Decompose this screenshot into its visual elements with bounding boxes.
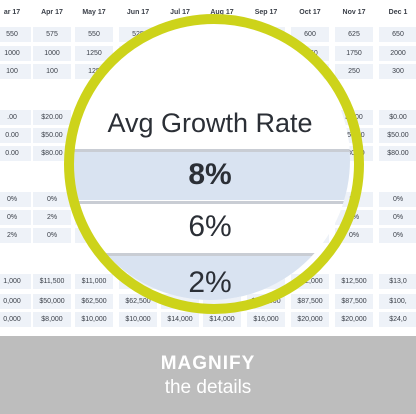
- table-cell[interactable]: $14,000: [203, 312, 241, 327]
- table-cell[interactable]: $100,: [379, 294, 416, 309]
- month-header: Nov 17: [342, 9, 366, 16]
- magnifier-divider: [70, 201, 350, 204]
- month-header: Oct 17: [299, 9, 321, 16]
- table-cell[interactable]: $13,0: [379, 274, 416, 289]
- table-cell[interactable]: $50.00: [379, 128, 416, 143]
- table-cell[interactable]: $20,000: [335, 312, 373, 327]
- table-cell[interactable]: $50,000: [33, 294, 71, 309]
- month-header: Jun 17: [126, 9, 150, 16]
- table-cell[interactable]: 2%: [0, 228, 31, 243]
- table-cell[interactable]: $10,000: [119, 312, 157, 327]
- magnifier-row-1: [70, 152, 350, 200]
- table-cell[interactable]: $80.00: [379, 146, 416, 161]
- table-cell[interactable]: 0,000: [0, 294, 31, 309]
- table-cell[interactable]: 0%: [0, 210, 31, 225]
- month-header-row: ar 17 Apr 17 May 17 Jun 17 Jul 17 Aug 17 Sep 1…: [0, 0, 416, 26]
- table-cell[interactable]: $80.00: [33, 146, 71, 161]
- table-cell[interactable]: $10,000: [75, 312, 113, 327]
- table-cell[interactable]: 0%: [379, 210, 416, 225]
- table-cell[interactable]: 100: [0, 64, 31, 79]
- table-cell[interactable]: 1,000: [0, 274, 31, 289]
- table-cell[interactable]: 0%: [0, 192, 31, 207]
- magnifier-title: Avg Growth Rate: [107, 108, 313, 138]
- table-cell[interactable]: $11,500: [33, 274, 71, 289]
- table-cell[interactable]: 550: [0, 27, 31, 42]
- table-cell[interactable]: $20.00: [33, 110, 71, 125]
- magnifier-divider: [70, 149, 350, 152]
- month-header: Aug 17: [210, 9, 234, 16]
- magnifier-row-3: [70, 256, 350, 300]
- table-cell[interactable]: 2%: [33, 210, 71, 225]
- table-cell[interactable]: 0%: [379, 192, 416, 207]
- table-cell[interactable]: 0,000: [0, 312, 31, 327]
- table-cell[interactable]: 0%: [379, 228, 416, 243]
- table-cell[interactable]: 2000: [379, 46, 416, 61]
- table-cell[interactable]: 0.00: [0, 146, 31, 161]
- magnifier-title-band: [70, 20, 350, 150]
- magnifier-value-2: 6%: [188, 210, 232, 243]
- month-header: Apr 17: [41, 9, 63, 16]
- month-header: Dec 1: [388, 9, 408, 16]
- table-cell[interactable]: $50.00: [33, 128, 71, 143]
- table-cell[interactable]: $16,000: [247, 312, 285, 327]
- table-cell[interactable]: $24,0: [379, 312, 416, 327]
- magnifier-value-1: 8%: [188, 158, 232, 191]
- magnifier-value-3: 2%: [188, 266, 232, 299]
- table-cell[interactable]: 650: [379, 27, 416, 42]
- month-header: May 17: [82, 9, 106, 16]
- table-cell[interactable]: 0.00: [0, 128, 31, 143]
- table-cell[interactable]: 575: [33, 27, 71, 42]
- table-cell[interactable]: 1000: [0, 46, 31, 61]
- caption-banner: MAGNIFY the details: [0, 336, 416, 414]
- caption-title: MAGNIFY: [160, 353, 256, 374]
- table-cell[interactable]: 0%: [33, 228, 71, 243]
- magnifier-row-2: [70, 204, 350, 252]
- table-cell[interactable]: 300: [379, 64, 416, 79]
- table-cell[interactable]: 100: [33, 64, 71, 79]
- table-cell[interactable]: .00: [0, 110, 31, 125]
- month-header: ar 17: [3, 9, 21, 16]
- magnifier-lens: Avg Growth Rate 8% 6% 2%: [70, 20, 350, 300]
- table-cell[interactable]: 0%: [33, 192, 71, 207]
- table-cell[interactable]: $8,000: [33, 312, 71, 327]
- month-header: Jul 17: [170, 9, 190, 16]
- table-cell[interactable]: $0.00: [379, 110, 416, 125]
- table-cell[interactable]: 1000: [33, 46, 71, 61]
- caption-subtitle: the details: [164, 377, 252, 398]
- magnifier-divider: [70, 253, 350, 256]
- table-cell[interactable]: $14,000: [161, 312, 199, 327]
- month-header: Sep 17: [254, 9, 278, 16]
- table-cell[interactable]: $20,000: [291, 312, 329, 327]
